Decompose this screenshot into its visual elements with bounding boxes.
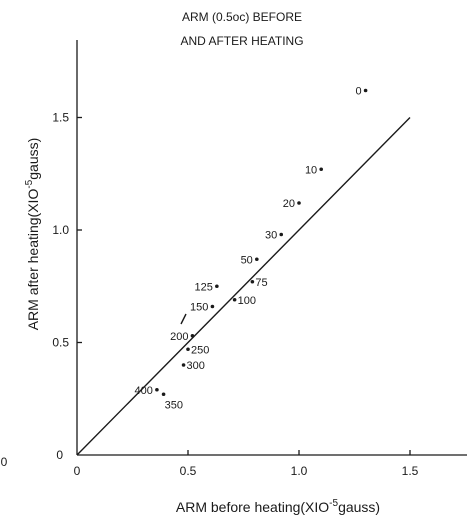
y-ticks: 0 0.5 1.0 1.5 bbox=[52, 111, 82, 462]
data-point-label-350: 350 bbox=[165, 399, 183, 411]
axes bbox=[76, 40, 467, 456]
y-tick-label-1: 0.5 bbox=[52, 336, 69, 350]
data-point-label-20: 20 bbox=[283, 198, 295, 210]
y-tick-label-2: 1.0 bbox=[52, 223, 69, 237]
data-point-label-200: 200 bbox=[170, 331, 188, 343]
data-point-50 bbox=[255, 257, 259, 262]
y-axis-label-end: gauss) bbox=[25, 138, 41, 180]
x-axis-label: ARM before heating(XIO-5gauss) bbox=[176, 498, 380, 515]
data-point-label-150: 150 bbox=[190, 302, 208, 314]
data-point-100 bbox=[232, 297, 237, 302]
data-point-10 bbox=[319, 167, 324, 172]
data-point-label-75: 75 bbox=[255, 277, 267, 289]
data-point-label-10: 10 bbox=[305, 164, 317, 176]
data-point-label-250: 250 bbox=[191, 344, 209, 356]
x-axis-label-main: ARM before heating(XIO bbox=[176, 499, 329, 515]
x-tick-label-2: 1.0 bbox=[291, 464, 308, 478]
x-axis-label-exponent: -5 bbox=[329, 498, 338, 509]
data-point-label-0: 0 bbox=[355, 86, 361, 98]
fit-line bbox=[76, 117, 411, 456]
y-axis-label: ARM after heating(XIO-5gauss) bbox=[24, 138, 41, 331]
data-point-75 bbox=[250, 279, 255, 284]
data-point-label-400: 400 bbox=[135, 385, 153, 397]
data-point-150 bbox=[210, 304, 215, 309]
data-point-400 bbox=[155, 387, 159, 392]
chart-title-line-1: ARM (0.5oc) BEFORE bbox=[182, 10, 302, 24]
data-point-300 bbox=[181, 363, 186, 367]
data-point-20 bbox=[297, 201, 301, 205]
data-point-125 bbox=[215, 284, 219, 289]
data-point-30 bbox=[279, 232, 284, 237]
chart-title-line-2: AND AFTER HEATING bbox=[180, 34, 303, 48]
y-tick-label-0: 0 bbox=[56, 448, 63, 462]
small-dash-mark bbox=[180, 313, 187, 325]
chart-title: ARM (0.5oc) BEFORE AND AFTER HEATING bbox=[180, 10, 303, 48]
x-ticks: 0 0.5 1.0 1.5 bbox=[74, 450, 419, 478]
data-point-350 bbox=[161, 392, 166, 397]
x-tick-label-1: 0.5 bbox=[180, 464, 197, 478]
data-point-0 bbox=[363, 88, 368, 93]
x-tick-label-3: 1.5 bbox=[402, 464, 419, 478]
data-point-label-125: 125 bbox=[195, 281, 213, 293]
data-point-label-50: 50 bbox=[241, 254, 253, 266]
y-axis-label-exponent: -5 bbox=[24, 179, 35, 188]
data-point-label-300: 300 bbox=[187, 360, 205, 372]
x-axis-label-end: gauss) bbox=[338, 499, 380, 515]
data-point-label-100: 100 bbox=[238, 295, 256, 307]
data-point-200 bbox=[190, 333, 195, 338]
data-point-label-30: 30 bbox=[265, 230, 277, 242]
x-tick-label-0: 0 bbox=[74, 464, 81, 478]
y-axis-label-main: ARM after heating(XIO bbox=[25, 189, 41, 331]
data-point-250 bbox=[186, 347, 190, 352]
left-edge-zero-label: 0 bbox=[1, 455, 8, 469]
y-tick-label-3: 1.5 bbox=[52, 111, 69, 125]
